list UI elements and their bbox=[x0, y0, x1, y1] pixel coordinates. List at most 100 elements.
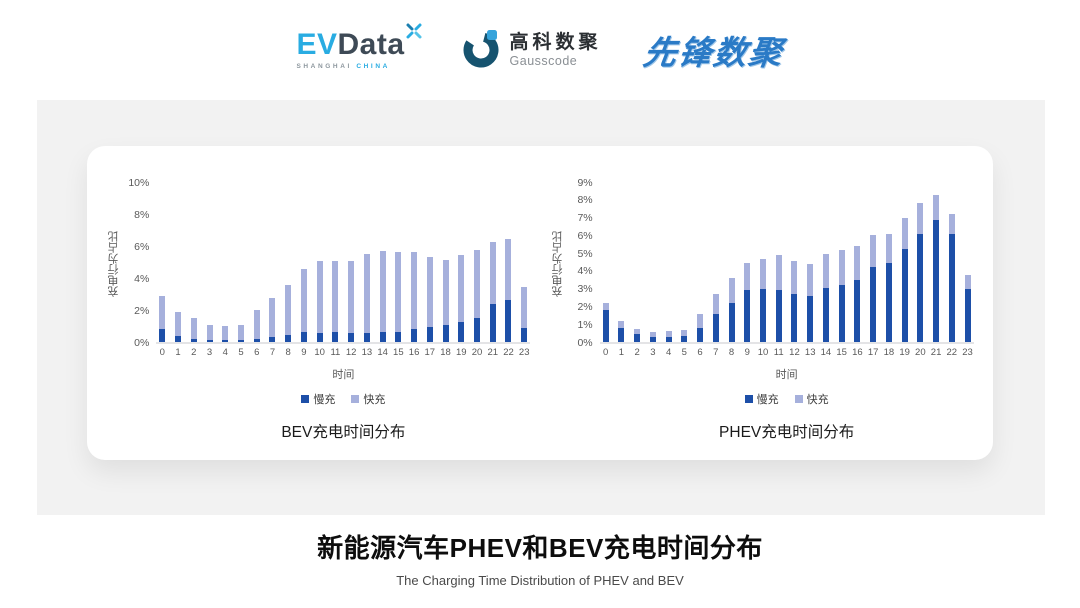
bar-hour-4: 4 bbox=[665, 184, 672, 358]
fast-charge-swatch-icon bbox=[351, 395, 360, 403]
slow-charge-segment bbox=[442, 325, 449, 342]
fast-charge-segment bbox=[917, 203, 924, 235]
phev-chart-caption: PHEV充电时间分布 bbox=[719, 424, 855, 441]
y-tick-label: 4% bbox=[577, 265, 593, 278]
gausscode-text: 高科数聚 Gausscode bbox=[510, 32, 602, 68]
bar-hour-1: 1 bbox=[618, 184, 625, 358]
bar-hour-17: 17 bbox=[868, 184, 878, 358]
slow-charge-segment bbox=[634, 334, 641, 342]
bev-plot-area: 0 1 2 3 4 5 6 7 8 9 10 11 12 13 14 15 16 17 18 19 20 21 22 23 bbox=[156, 184, 531, 358]
slow-charge-segment bbox=[300, 331, 307, 342]
bar-hour-17: 17 bbox=[425, 184, 435, 358]
slow-charge-segment bbox=[238, 340, 244, 342]
y-tick-label: 8% bbox=[134, 208, 150, 221]
y-tick-label: 6% bbox=[134, 240, 150, 253]
bev-plot-wrap: 充电行为占比 0% 2% 4% 6% 8% 10% 0 1 2 3 4 5 6 7 8 9 10 11 12 13 1… bbox=[106, 177, 531, 358]
fast-charge-segment bbox=[807, 263, 814, 297]
fast-charge-segment bbox=[870, 234, 877, 267]
bar-hour-6: 6 bbox=[253, 184, 260, 358]
x-tick-label: 18 bbox=[440, 347, 451, 358]
fast-charge-segment bbox=[854, 246, 861, 280]
x-tick-label: 1 bbox=[618, 347, 625, 358]
slow-charge-segment bbox=[933, 220, 940, 342]
legend-item-fast: 快充 bbox=[351, 391, 385, 407]
y-tick-label: 6% bbox=[577, 229, 593, 242]
fast-charge-segment bbox=[505, 239, 512, 301]
x-tick-label: 12 bbox=[789, 347, 800, 358]
x-tick-label: 10 bbox=[757, 347, 769, 358]
bar-hour-12: 12 bbox=[789, 184, 800, 358]
bev-y-axis: 0% 2% 4% 6% 8% 10% bbox=[122, 177, 156, 347]
fast-charge-segment bbox=[474, 249, 481, 318]
evdata-china-text: CHINA bbox=[356, 63, 390, 70]
x-tick-label: 19 bbox=[455, 347, 467, 358]
phev-x-axis-title: 时间 bbox=[775, 369, 798, 381]
bar-hour-8: 8 bbox=[728, 184, 735, 358]
y-tick-label: 2% bbox=[577, 300, 593, 313]
bar-hour-13: 13 bbox=[805, 184, 815, 358]
phev-y-axis: 0% 1% 2% 3% 4% 5% 6% 7% 8% 9% bbox=[566, 177, 600, 347]
fast-charge-segment bbox=[159, 296, 166, 330]
slow-charge-segment bbox=[649, 336, 656, 342]
bar-hour-11: 11 bbox=[774, 184, 784, 358]
x-tick-label: 11 bbox=[773, 347, 784, 358]
fast-charge-segment bbox=[206, 324, 213, 341]
slow-charge-segment bbox=[159, 329, 166, 342]
x-tick-label: 14 bbox=[820, 347, 832, 358]
slow-charge-segment bbox=[348, 332, 355, 342]
slow-charge-segment bbox=[901, 248, 908, 342]
y-tick-label: 2% bbox=[134, 304, 150, 317]
fast-charge-segment bbox=[521, 286, 528, 328]
slow-charge-segment bbox=[426, 327, 433, 342]
fast-charge-swatch-icon bbox=[794, 395, 803, 403]
bar-hour-18: 18 bbox=[884, 184, 894, 358]
x-tick-label: 9 bbox=[301, 347, 307, 358]
x-tick-label: 20 bbox=[915, 347, 926, 358]
bar-hour-16: 16 bbox=[852, 184, 863, 358]
chart-panel: 充电行为占比 0% 2% 4% 6% 8% 10% 0 1 2 3 4 5 6 7 8 9 10 11 12 13 1… bbox=[37, 100, 1045, 515]
x-tick-label: 12 bbox=[345, 347, 357, 358]
page-title: 新能源汽车PHEV和BEV充电时间分布 bbox=[317, 533, 763, 563]
x-tick-label: 3 bbox=[206, 347, 213, 358]
fast-charge-segment bbox=[363, 253, 370, 333]
bar-hour-14: 14 bbox=[377, 184, 388, 358]
fast-charge-segment bbox=[760, 258, 766, 290]
bar-hour-16: 16 bbox=[409, 184, 419, 358]
bar-hour-20: 20 bbox=[915, 184, 926, 358]
phev-plot-area: 0 1 2 3 4 5 6 7 8 9 10 11 12 13 14 15 16 17 18 19 20 21 22 23 bbox=[599, 184, 974, 358]
x-tick-label: 17 bbox=[424, 347, 436, 358]
fast-charge-segment bbox=[379, 251, 386, 332]
bar-hour-21: 21 bbox=[931, 184, 941, 358]
bar-hour-19: 19 bbox=[899, 184, 910, 358]
x-tick-label: 20 bbox=[471, 347, 483, 358]
slow-charge-segment bbox=[253, 338, 260, 342]
fast-charge-segment bbox=[269, 297, 276, 338]
slow-charge-segment bbox=[712, 313, 719, 342]
fast-charge-segment bbox=[175, 312, 182, 337]
slow-charge-swatch-icon bbox=[744, 395, 753, 403]
fast-charge-segment bbox=[933, 194, 940, 220]
slow-charge-segment bbox=[505, 300, 512, 342]
x-tick-label: 23 bbox=[518, 347, 530, 358]
slow-charge-segment bbox=[222, 340, 229, 342]
fast-charge-segment bbox=[665, 331, 672, 337]
x-tick-label: 16 bbox=[408, 347, 420, 358]
slow-charge-segment bbox=[885, 263, 892, 342]
slow-charge-segment bbox=[269, 337, 276, 342]
bar-hour-23: 23 bbox=[962, 184, 973, 358]
legend-label-slow: 慢充 bbox=[756, 394, 779, 406]
fast-charge-segment bbox=[222, 326, 229, 341]
fast-charge-segment bbox=[791, 261, 798, 294]
x-tick-label: 2 bbox=[191, 347, 197, 358]
slow-charge-segment bbox=[948, 234, 955, 342]
slow-charge-segment bbox=[175, 336, 182, 342]
bar-hour-19: 19 bbox=[456, 184, 467, 358]
bev-y-axis-title: 充电行为占比 bbox=[108, 231, 121, 297]
fast-charge-segment bbox=[838, 249, 845, 285]
bar-hour-12: 12 bbox=[346, 184, 356, 358]
evdata-subtext: SHANGHAI CHINA bbox=[296, 63, 404, 70]
slow-charge-segment bbox=[775, 290, 782, 342]
bar-hour-7: 7 bbox=[712, 184, 719, 358]
x-tick-label: 11 bbox=[330, 347, 341, 358]
x-tick-label: 22 bbox=[503, 347, 514, 358]
